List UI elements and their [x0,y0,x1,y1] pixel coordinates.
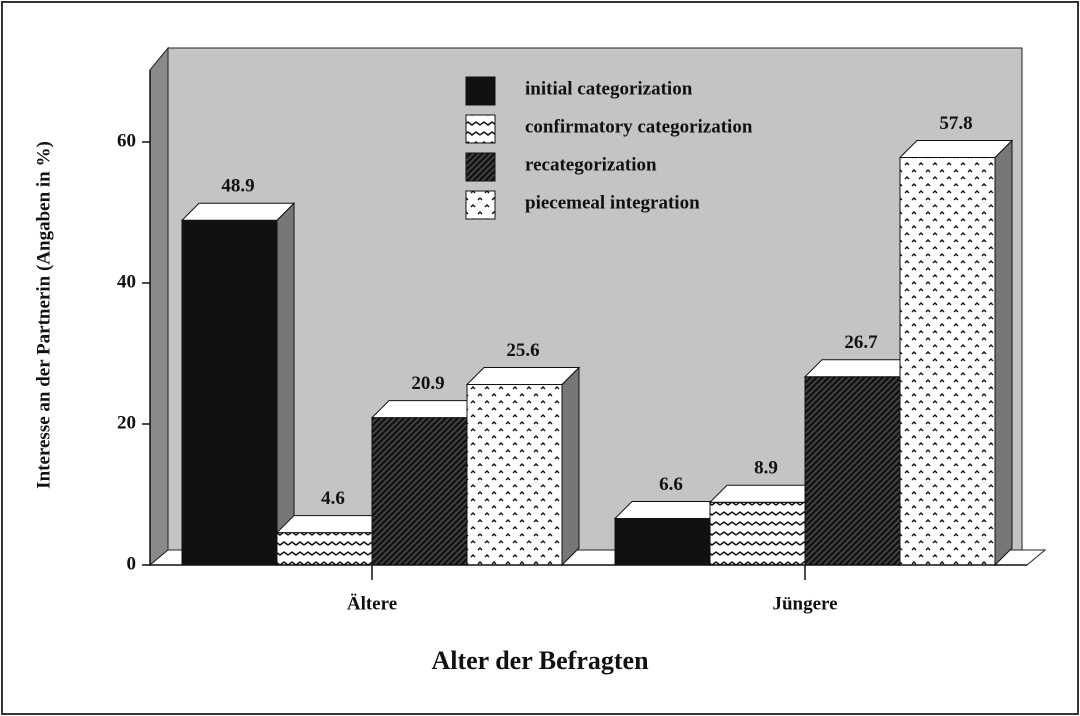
bar-side [276,202,295,567]
legend-label: piecemeal integration [525,192,700,213]
bar-side [561,366,580,567]
bar-top [465,367,581,386]
bar-side [994,139,1013,567]
legend-label: recategorization [525,154,657,175]
bar [804,376,901,566]
side-wall [149,46,169,567]
bars [180,139,1014,567]
legend-label: initial categorization [525,78,693,99]
value-label: 8.9 [754,458,778,479]
y-tick-label: 40 [117,271,136,292]
y-axis-label: Interesse an der Partnerin (Angaben in %… [33,141,54,489]
bar [466,384,563,566]
x-tick-label: Jüngere [772,593,837,614]
bar [276,532,373,566]
value-label: 25.6 [506,340,539,361]
legend-swatch [465,152,496,182]
bar [614,517,711,566]
value-label: 6.6 [659,474,683,495]
value-label: 48.9 [221,176,254,197]
value-label: 4.6 [321,488,345,509]
y-tick-label: 60 [117,130,136,151]
bar-top [898,140,1014,159]
y-tick-label: 20 [117,412,136,433]
bar [709,501,806,566]
value-label: 20.9 [411,373,444,394]
x-axis-label: Alter der Befragten [431,646,649,675]
legend-label: confirmatory categorization [525,116,753,137]
y-tick-label: 0 [127,553,137,574]
value-label: 26.7 [844,332,878,353]
bar [371,417,468,566]
bar [899,157,996,566]
bar-top [180,202,296,221]
value-label: 57.8 [939,113,972,134]
x-tick-label: Ältere [347,593,397,614]
legend-swatch [465,76,496,106]
legend-swatch [465,190,496,220]
legend-swatch [465,114,496,144]
bar [181,219,278,566]
